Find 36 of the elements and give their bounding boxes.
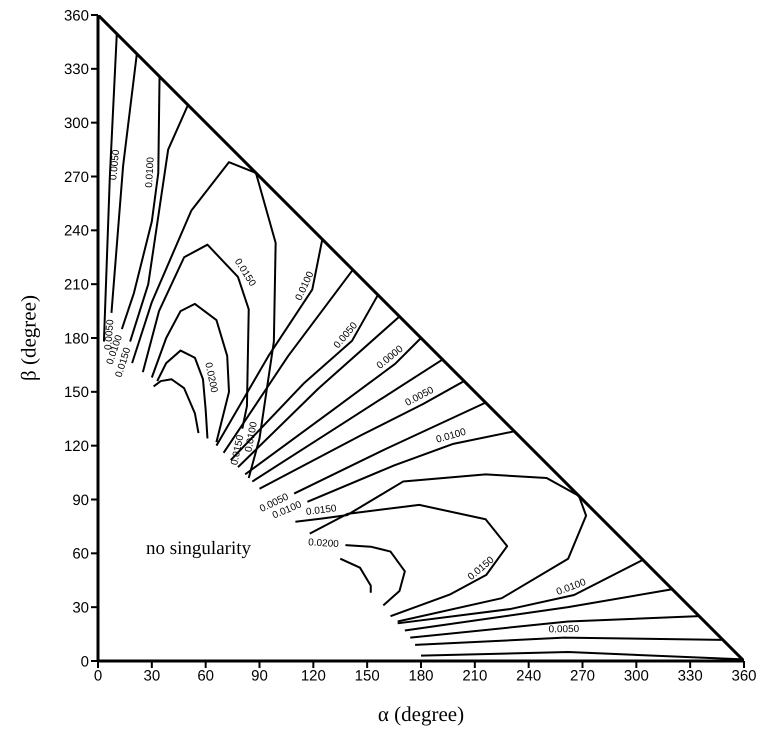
- y-tick-label: 360: [64, 7, 89, 24]
- x-tick-label: 330: [678, 668, 703, 685]
- y-tick-label: 240: [64, 222, 89, 240]
- x-tick-label: 180: [408, 668, 434, 685]
- y-tick-label: 0: [80, 653, 89, 670]
- y-tick-label: 270: [64, 168, 89, 186]
- x-tick-label: 0: [94, 668, 102, 685]
- annotation: 0.0200: [202, 362, 220, 394]
- annotation: 0.0150: [305, 503, 338, 518]
- x-tick-label: 210: [462, 668, 488, 685]
- y-tick-label: 210: [64, 276, 89, 294]
- x-tick-label: 120: [300, 668, 326, 685]
- annotation: 0.0050: [548, 624, 580, 636]
- x-tick-label: 150: [354, 668, 380, 685]
- y-axis-title: β (degree): [16, 295, 40, 381]
- y-tick-label: 150: [64, 384, 89, 402]
- y-tick-label: 30: [72, 599, 89, 616]
- x-tick-label: 240: [516, 668, 542, 685]
- y-tick-label: 90: [72, 492, 89, 509]
- x-tick-label: 360: [731, 668, 757, 685]
- y-tick-label: 120: [64, 438, 89, 455]
- x-tick-label: 60: [197, 668, 214, 685]
- x-axis-title: α (degree): [378, 702, 464, 726]
- annotation: 0.0100: [434, 426, 468, 446]
- y-tick-label: 180: [64, 330, 89, 348]
- x-tick-label: 300: [624, 668, 649, 685]
- annotation: 0.0100: [555, 576, 588, 598]
- y-tick-label: 300: [64, 114, 89, 132]
- annotation: 0.0200: [308, 537, 340, 550]
- y-tick-label: 330: [64, 61, 89, 78]
- x-tick-label: 270: [570, 668, 596, 685]
- y-tick-label: 60: [72, 546, 89, 563]
- annotation: no singularity: [146, 538, 252, 560]
- x-tick-label: 30: [143, 668, 160, 685]
- x-tick-label: 90: [251, 668, 268, 685]
- annotation: 0.0100: [144, 156, 157, 188]
